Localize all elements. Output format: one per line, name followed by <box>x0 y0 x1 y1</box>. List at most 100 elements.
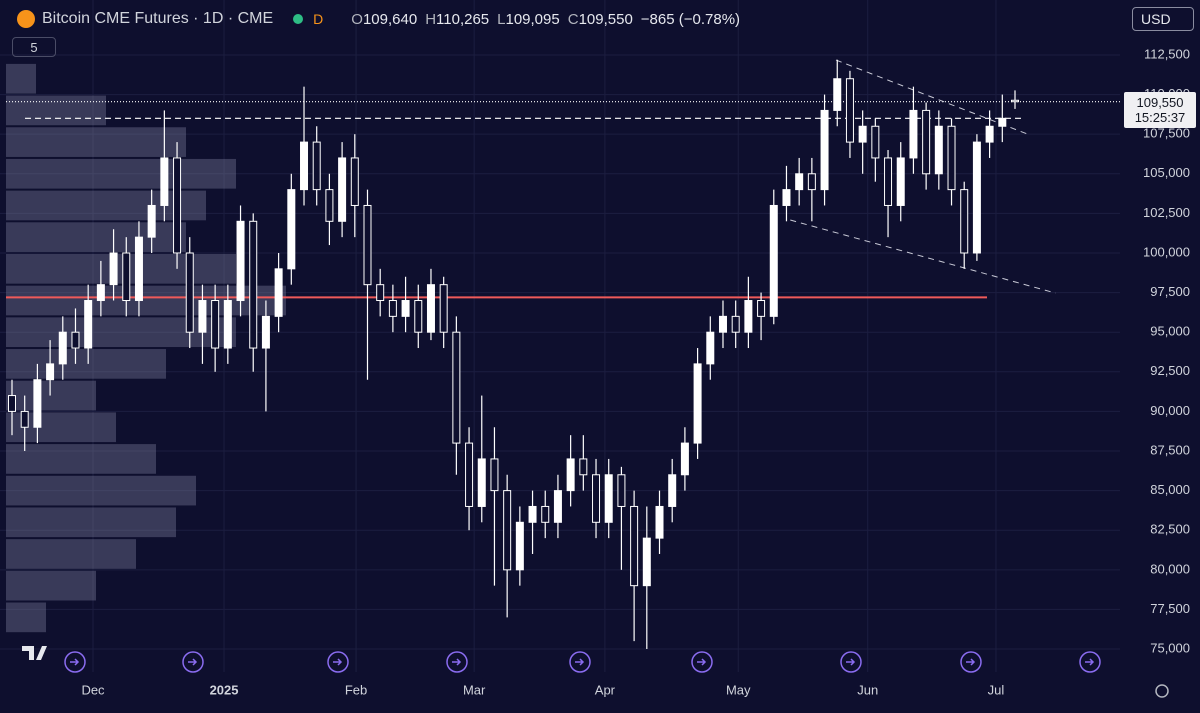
ohlc-value: 110,265 <box>436 10 490 28</box>
candle-body <box>807 173 816 191</box>
volume-profile-bar <box>6 63 36 94</box>
candle-body <box>731 315 740 333</box>
candle-body <box>795 173 804 191</box>
candle-body <box>541 505 550 523</box>
candle-body <box>211 300 220 349</box>
candle-body <box>71 331 80 349</box>
candle-body <box>845 78 854 143</box>
candle-body <box>680 442 689 476</box>
candle-body <box>96 284 105 302</box>
candle-body <box>579 458 588 476</box>
volume-profile-bar <box>6 317 236 348</box>
candle-body <box>566 458 575 492</box>
candle-body <box>833 78 842 111</box>
candle-body <box>896 157 905 206</box>
candle-body <box>33 379 42 428</box>
event-icon <box>446 651 468 673</box>
candle-body <box>655 505 664 539</box>
y-tick-label: 107,500 <box>1143 126 1190 141</box>
candle-body <box>515 521 524 571</box>
ohlc-legend: O109,640 H110,265 L109,095 C109,550 −865 (−0… <box>343 11 740 28</box>
candle-body <box>465 442 474 507</box>
volume-profile-bar <box>6 539 136 569</box>
last-price-box: 109,550 15:25:37 <box>1124 92 1196 128</box>
candle-body <box>985 125 994 143</box>
ohlc-value: 109,550 <box>578 10 633 28</box>
candle-body <box>452 331 461 444</box>
candle-body <box>769 204 778 317</box>
symbol-title[interactable]: Bitcoin CME Futures · 1D · CME <box>42 10 274 27</box>
change: −865 (−0.78%) <box>640 10 741 28</box>
event-arrow <box>333 658 343 666</box>
trendline <box>790 219 1056 294</box>
btc-icon <box>17 10 35 28</box>
event-arrow <box>1085 658 1095 666</box>
currency-button[interactable]: USD <box>1132 7 1194 31</box>
candle-body <box>338 157 347 222</box>
candle-body <box>401 300 410 317</box>
candle-body <box>439 284 448 333</box>
event-arrow <box>188 658 198 666</box>
volume-profile-bar <box>6 95 106 126</box>
candle-body <box>134 236 143 302</box>
volume-profile-bar <box>6 190 206 221</box>
candle-body <box>287 189 296 270</box>
candle-body <box>960 189 969 254</box>
y-tick-label: 105,000 <box>1143 165 1190 180</box>
candle-body <box>972 141 981 254</box>
candle-body <box>757 300 766 317</box>
candle-body <box>477 458 486 507</box>
y-tick-label: 85,000 <box>1150 482 1190 497</box>
candle-body <box>363 204 372 286</box>
x-tick-label: Jun <box>857 682 878 697</box>
candle-body <box>871 125 880 159</box>
badge: D <box>313 11 324 27</box>
y-tick-label: 92,500 <box>1150 363 1190 378</box>
event-arrow <box>70 658 80 666</box>
candle-body <box>909 109 918 159</box>
volume-profile-bar <box>6 253 236 284</box>
y-tick-label: 77,500 <box>1150 601 1190 616</box>
candle-body <box>185 252 194 333</box>
event-icon <box>1079 651 1101 673</box>
candle-body <box>1011 99 1020 103</box>
y-tick-label: 100,000 <box>1143 244 1190 259</box>
candle-body <box>147 204 156 238</box>
candle-body <box>934 125 943 175</box>
event-icon <box>327 651 349 673</box>
candle-body <box>744 300 753 333</box>
candle-body <box>782 189 791 206</box>
volume-profile-bar <box>6 444 156 474</box>
candle-body <box>858 125 867 143</box>
x-tick-label: Apr <box>595 682 616 697</box>
volume-profile-bar <box>6 475 196 506</box>
candle-body <box>236 220 245 302</box>
event-icon <box>64 651 86 673</box>
x-tick-label: May <box>726 682 751 697</box>
candle-body <box>109 252 118 286</box>
x-tick-label: 2025 <box>210 682 239 697</box>
candle-body <box>884 157 893 206</box>
y-tick-label: 75,000 <box>1150 640 1190 655</box>
candle-body <box>503 490 512 571</box>
x-tick-label: Feb <box>345 682 367 697</box>
event-icon <box>960 651 982 673</box>
candle-body <box>820 109 829 191</box>
candle-body <box>693 363 702 444</box>
ohlc-key: C <box>567 10 579 28</box>
ohlc-key: L <box>497 10 506 28</box>
candle-body <box>553 490 562 523</box>
event-icon <box>569 651 591 673</box>
y-tick-label: 95,000 <box>1150 324 1190 339</box>
header: Bitcoin CME Futures · 1D · CME D O109,64… <box>0 8 740 30</box>
indicator-count: 5 <box>30 39 38 55</box>
candle-body <box>312 141 321 191</box>
candle-body <box>20 410 29 428</box>
indicator-toggle[interactable]: 5 <box>12 37 56 57</box>
event-arrow <box>452 658 462 666</box>
candle-body <box>198 300 207 333</box>
event-arrow <box>697 658 707 666</box>
